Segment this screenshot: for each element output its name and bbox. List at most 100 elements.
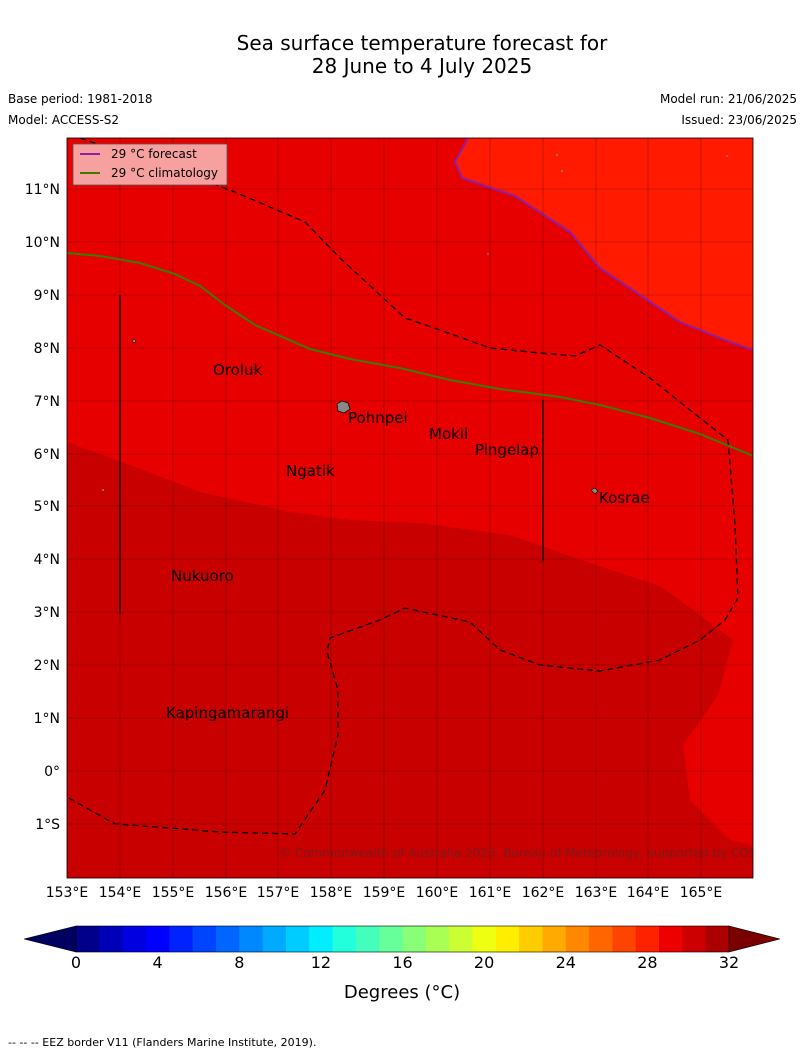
- kosrae-island: [590, 487, 599, 495]
- lon-tick-label: 163°E: [575, 885, 618, 901]
- colorbar-segment: [612, 926, 637, 952]
- islet: [726, 155, 728, 157]
- legend-climatology-label: 29 °C climatology: [111, 166, 218, 180]
- colorbar-frame: [75, 925, 730, 953]
- title-line-2: 28 June to 4 July 2025: [311, 54, 533, 78]
- colorbar-segment: [682, 926, 707, 952]
- islet: [556, 154, 558, 156]
- lon-tick-label: 162°E: [522, 885, 565, 901]
- colorbar-segment: [379, 926, 403, 952]
- colorbar-segment: [705, 926, 730, 952]
- lat-tick-label: 1°S: [35, 817, 60, 833]
- colorbar-segment: [99, 926, 124, 952]
- sst-zone-28-29: [455, 138, 753, 350]
- colorbar-segment: [402, 926, 427, 952]
- lat-tick-label: 1°N: [34, 711, 60, 727]
- lat-tick-label: 6°N: [34, 447, 60, 463]
- lat-tick-label: 0°: [44, 764, 60, 780]
- colorbar-tick-label: 0: [71, 953, 81, 972]
- map-frame: [66, 137, 754, 879]
- lon-tick-label: 157°E: [257, 885, 300, 901]
- colorbar-tick-labels: 0 4 8 12 16 20 24 28 32: [71, 953, 739, 972]
- lon-tick-label: 153°E: [46, 885, 89, 901]
- colorbar-segment: [192, 926, 217, 952]
- lon-tick-label: 156°E: [205, 885, 248, 901]
- colorbar-tick-label: 24: [556, 953, 576, 972]
- climatology-29c-contour: [67, 252, 753, 457]
- colorbar-segment: [76, 926, 100, 952]
- colorbar-segment: [239, 926, 264, 952]
- colorbar-segment: [262, 926, 287, 952]
- chart-title: Sea surface temperature forecast for 28 …: [0, 32, 804, 78]
- colorbar-segment: [542, 926, 567, 952]
- forecast-29c-contour: [453, 138, 753, 351]
- lat-tick-label: 11°N: [25, 182, 60, 198]
- colorbar-segment: [332, 926, 357, 952]
- colorbar-min-extension: [23, 925, 77, 953]
- lon-tick-labels: 153°E 154°E 155°E 156°E 157°E 158°E 159°…: [46, 885, 723, 901]
- colorbar-segment: [309, 926, 334, 952]
- colorbar-segment: [472, 926, 497, 952]
- colorbar-tick-label: 16: [392, 953, 412, 972]
- lat-tick-label: 2°N: [34, 658, 60, 674]
- colorbar-segment: [145, 926, 170, 952]
- map-area: Oroluk Pohnpei Mokil Pingelap Ngatik Kos…: [67, 138, 784, 878]
- colorbar-unit-label: Degrees (°C): [343, 982, 461, 1003]
- lon-tick-label: 165°E: [680, 885, 723, 901]
- colorbar: 0 4 8 12 16 20 24 28 32: [23, 925, 781, 972]
- lat-tick-label: 3°N: [34, 605, 60, 621]
- lon-tick-label: 161°E: [469, 885, 512, 901]
- lat-tick-label: 5°N: [34, 499, 60, 515]
- map-legend: 29 °C forecast 29 °C climatology: [72, 143, 228, 186]
- model-name: Model: ACCESS-S2: [8, 113, 120, 127]
- colorbar-tick-label: 32: [719, 953, 739, 972]
- colorbar-tick-label: 4: [153, 953, 163, 972]
- eez-border: [67, 138, 739, 835]
- colorbar-segment: [169, 926, 194, 952]
- colorbar-segment: [565, 926, 590, 952]
- copyright-notice: © Commonwealth of Australia 2025, Bureau…: [279, 846, 784, 860]
- issued-date: Issued: 23/06/2025: [681, 113, 797, 127]
- colorbar-segment: [122, 926, 147, 952]
- legend-forecast-label: 29 °C forecast: [111, 147, 197, 161]
- grid-lines: [67, 138, 753, 878]
- colorbar-segment: [495, 926, 520, 952]
- colorbar-segment: [635, 926, 660, 952]
- lat-tick-label: 9°N: [34, 288, 60, 304]
- place-label-kapingamarangi: Kapingamarangi: [166, 704, 289, 722]
- lon-tick-label: 155°E: [152, 885, 195, 901]
- colorbar-tick-label: 20: [474, 953, 494, 972]
- sst-zone-30-31: [67, 442, 753, 878]
- lat-tick-label: 10°N: [25, 235, 60, 251]
- title-line-1: Sea surface temperature forecast for: [236, 31, 608, 55]
- colorbar-segment: [425, 926, 450, 952]
- lon-tick-label: 158°E: [310, 885, 353, 901]
- colorbar-segment: [589, 926, 613, 952]
- eez-footnote: -- -- -- EEZ border V11 (Flanders Marine…: [8, 1036, 317, 1049]
- pohnpei-island: [336, 400, 351, 414]
- place-label-ngatik: Ngatik: [286, 462, 335, 480]
- place-label-kosrae: Kosrae: [599, 489, 650, 507]
- place-label-oroluk: Oroluk: [213, 361, 262, 379]
- islet: [102, 489, 104, 491]
- model-run: Model run: 21/06/2025: [659, 92, 797, 106]
- lon-tick-label: 154°E: [99, 885, 142, 901]
- colorbar-tick-label: 8: [234, 953, 244, 972]
- islet: [561, 170, 563, 172]
- colorbar-segment: [285, 926, 310, 952]
- legend-box: [72, 143, 228, 186]
- lat-tick-labels: 1°S 0° 1°N 2°N 3°N 4°N 5°N 6°N 7°N 8°N 9…: [25, 182, 60, 833]
- lat-tick-label: 7°N: [34, 394, 60, 410]
- place-label-nukuoro: Nukuoro: [171, 567, 234, 585]
- colorbar-segment: [519, 926, 543, 952]
- islet: [487, 253, 489, 255]
- colorbar-segment: [215, 926, 240, 952]
- lon-tick-label: 164°E: [627, 885, 670, 901]
- colorbar-segment: [449, 926, 473, 952]
- colorbar-segment: [355, 926, 380, 952]
- lon-tick-label: 159°E: [363, 885, 406, 901]
- lon-tick-label: 160°E: [416, 885, 459, 901]
- colorbar-tick-label: 12: [311, 953, 331, 972]
- islet: [132, 339, 136, 343]
